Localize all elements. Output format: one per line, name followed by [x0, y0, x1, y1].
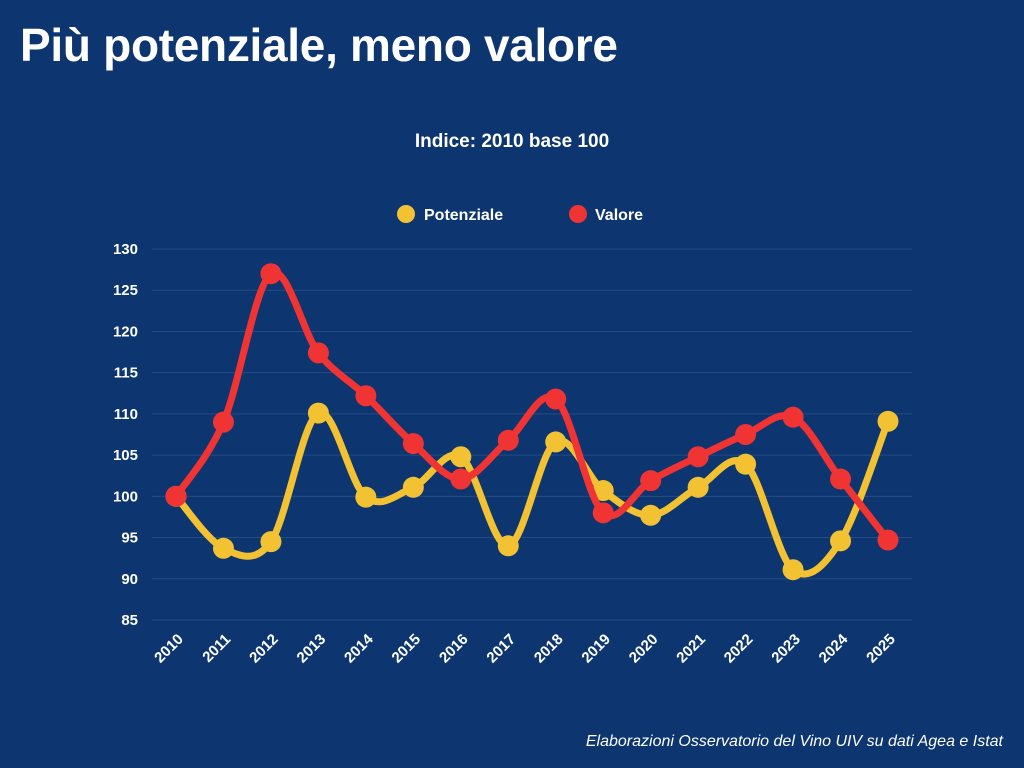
chart-subtitle: Indice: 2010 base 100 [414, 131, 610, 152]
legend-marker-valore [569, 205, 587, 223]
x-tick-label-2022: 2022 [721, 631, 757, 667]
data-point-valore-2010 [165, 485, 187, 507]
x-tick-label-2015: 2015 [389, 631, 425, 667]
y-tick-label-120: 120 [113, 323, 138, 340]
legend-label-valore: Valore [595, 207, 643, 224]
y-tick-label-105: 105 [113, 447, 138, 464]
data-point-potenziale-2018 [545, 431, 567, 453]
y-tick-label-110: 110 [114, 406, 138, 423]
y-tick-label-115: 115 [114, 365, 138, 382]
data-point-potenziale-2024 [830, 530, 852, 552]
data-point-potenziale-2019 [592, 480, 614, 502]
y-tick-label-125: 125 [113, 282, 138, 299]
plot-area [165, 263, 899, 581]
y-axis: 85 90 95 100 105 110 115 120 125 130 [113, 241, 138, 629]
data-point-potenziale-2022 [735, 453, 757, 475]
y-tick-label-85: 85 [121, 612, 138, 629]
chart-title: Più potenziale, meno valore [20, 19, 618, 71]
x-tick-label-2016: 2016 [436, 631, 472, 667]
data-point-potenziale-2025 [877, 410, 899, 432]
data-point-potenziale-2012 [260, 531, 282, 553]
x-tick-label-2021: 2021 [673, 631, 709, 667]
data-point-valore-2013 [307, 342, 329, 364]
x-tick-label-2011: 2011 [199, 631, 234, 666]
y-tick-label-95: 95 [121, 530, 138, 547]
data-point-potenziale-2011 [212, 537, 234, 559]
data-point-valore-2025 [877, 529, 899, 551]
data-point-valore-2011 [212, 411, 234, 433]
x-tick-label-2023: 2023 [768, 631, 804, 667]
data-point-potenziale-2016 [450, 446, 472, 468]
data-point-valore-2023 [782, 406, 804, 428]
x-tick-label-2019: 2019 [578, 631, 614, 667]
y-tick-label-100: 100 [113, 488, 138, 505]
x-tick-label-2013: 2013 [294, 631, 330, 667]
legend-label-potenziale: Potenziale [424, 207, 503, 224]
series-potenziale [165, 402, 899, 581]
source-note: Elaborazioni Osservatorio del Vino UIV s… [585, 733, 1003, 750]
legend-marker-potenziale [397, 205, 415, 223]
data-point-potenziale-2017 [497, 535, 519, 557]
x-tick-label-2012: 2012 [246, 631, 282, 667]
series-valore [165, 263, 899, 551]
x-tick-label-2024: 2024 [816, 630, 852, 666]
data-point-valore-2021 [687, 446, 709, 468]
x-tick-label-2010: 2010 [151, 631, 187, 667]
x-tick-label-2025: 2025 [863, 631, 899, 667]
data-point-valore-2020 [640, 470, 662, 492]
data-point-potenziale-2014 [355, 486, 377, 508]
x-tick-label-2020: 2020 [626, 631, 662, 667]
data-point-valore-2015 [402, 433, 424, 455]
data-point-valore-2012 [260, 263, 282, 285]
data-point-valore-2017 [497, 429, 519, 451]
data-point-valore-2022 [735, 424, 757, 445]
legend-item-valore: Valore [569, 205, 643, 224]
data-point-potenziale-2015 [402, 476, 424, 498]
data-point-potenziale-2020 [640, 504, 662, 526]
x-tick-label-2018: 2018 [531, 631, 567, 667]
x-axis: 2010 2011 2012 2013 2014 2015 2016 2017 2018 2019… [151, 630, 899, 666]
legend: Potenziale Valore [397, 205, 643, 224]
x-tick-label-2017: 2017 [483, 631, 519, 667]
data-point-valore-2016 [450, 468, 472, 490]
data-point-valore-2018 [545, 388, 567, 410]
y-tick-label-130: 130 [113, 241, 138, 258]
data-point-valore-2024 [830, 468, 852, 490]
data-point-valore-2014 [355, 385, 377, 407]
series-line-potenziale [172, 409, 892, 578]
data-point-potenziale-2023 [782, 559, 804, 581]
legend-item-potenziale: Potenziale [397, 205, 503, 224]
y-tick-label-90: 90 [121, 571, 138, 588]
data-point-valore-2019 [592, 502, 614, 524]
x-tick-label-2014: 2014 [341, 630, 377, 666]
data-point-potenziale-2013 [307, 402, 329, 424]
data-point-potenziale-2021 [687, 476, 709, 498]
